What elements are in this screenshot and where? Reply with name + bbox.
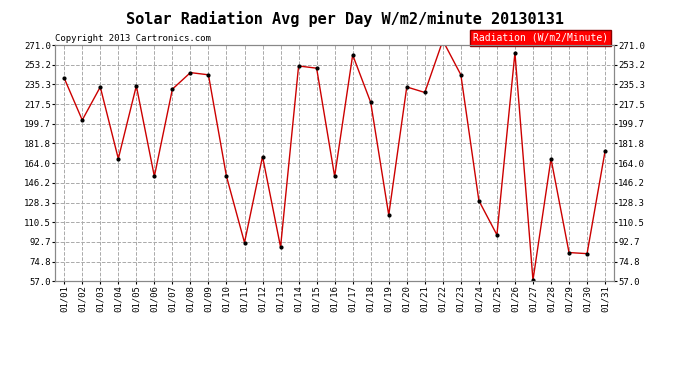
Text: Radiation (W/m2/Minute): Radiation (W/m2/Minute) (473, 33, 609, 43)
Text: Solar Radiation Avg per Day W/m2/minute 20130131: Solar Radiation Avg per Day W/m2/minute … (126, 11, 564, 27)
Text: Copyright 2013 Cartronics.com: Copyright 2013 Cartronics.com (55, 34, 211, 43)
